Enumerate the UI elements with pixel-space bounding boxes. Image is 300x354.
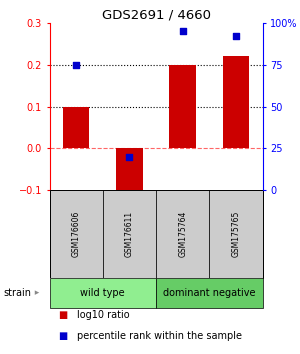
Text: dominant negative: dominant negative (163, 288, 256, 298)
Text: strain: strain (3, 288, 31, 298)
Bar (156, 278, 262, 308)
Text: GSM175765: GSM175765 (231, 211, 240, 257)
Point (233, 34, 238, 39)
Text: percentile rank within the sample: percentile rank within the sample (77, 331, 242, 341)
Bar (209, 190, 262, 278)
Bar (156, 190, 209, 278)
Text: GSM176611: GSM176611 (125, 211, 134, 257)
Text: GSM175764: GSM175764 (178, 211, 187, 257)
Bar (103, 190, 156, 278)
Text: ■: ■ (58, 331, 67, 341)
Point (74, 62, 79, 68)
Text: ■: ■ (58, 310, 67, 320)
Text: log10 ratio: log10 ratio (77, 310, 130, 320)
Point (127, 154, 132, 160)
Bar (50, 278, 156, 308)
Bar (50, 190, 103, 278)
Bar (223, 56, 249, 148)
Text: GSM176606: GSM176606 (72, 211, 81, 257)
Point (180, 29, 185, 34)
Text: wild type: wild type (80, 288, 125, 298)
Bar (116, 148, 143, 199)
Bar (63, 107, 89, 148)
Title: GDS2691 / 4660: GDS2691 / 4660 (101, 9, 211, 22)
Bar (169, 65, 196, 148)
